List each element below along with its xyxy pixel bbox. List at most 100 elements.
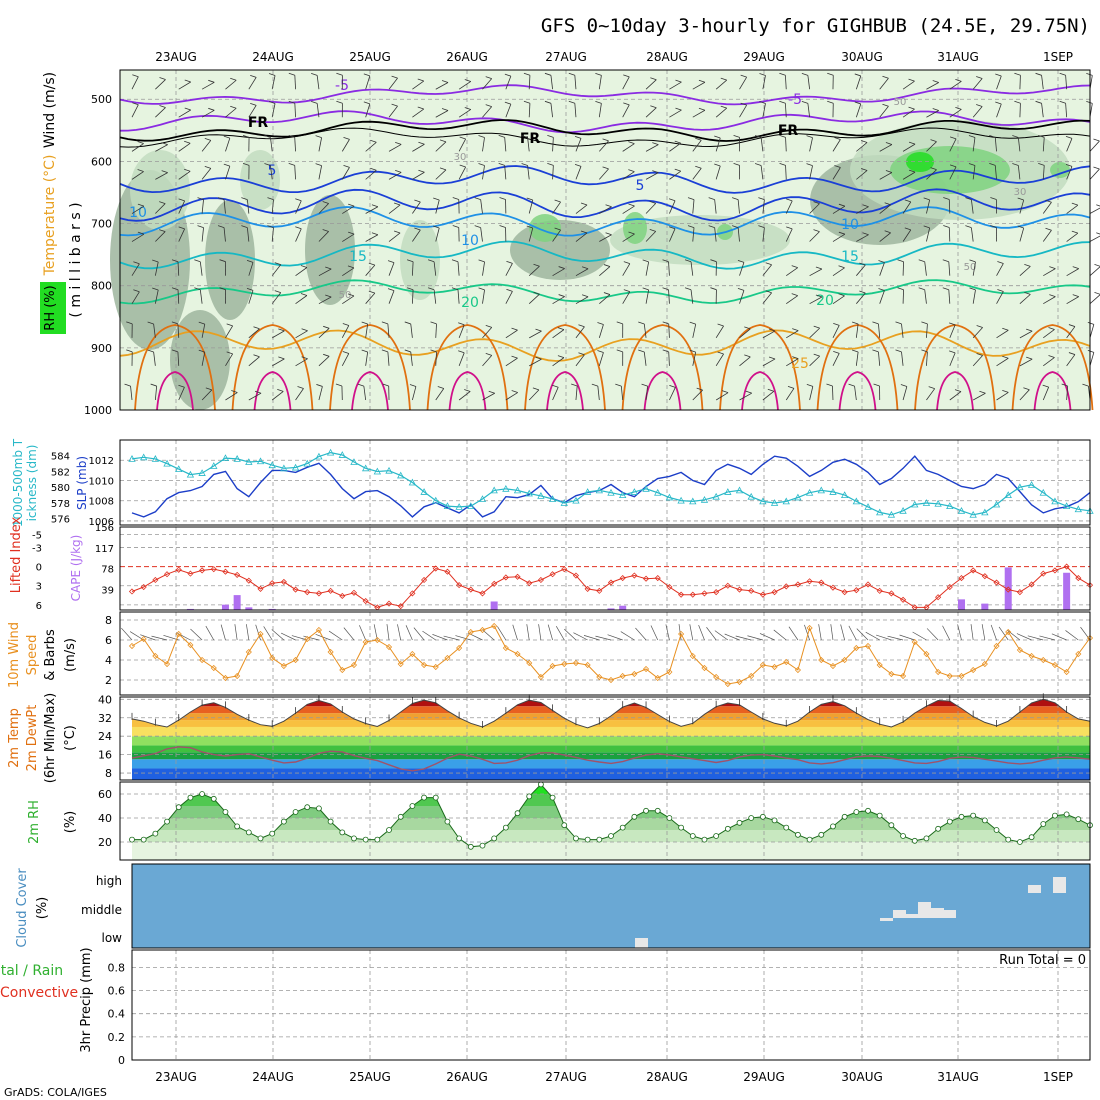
wind-barb [388,232,401,242]
wind-barb-flag [152,287,159,291]
wind-barb-flag [792,356,799,359]
wind-barb [177,323,180,338]
wind-barb-flag [1071,230,1078,234]
wind-barb-flag [1017,197,1024,201]
wind-barb-flag [343,136,350,140]
wind-barb [295,267,308,277]
wind-barb [926,628,939,641]
wind-barb [1065,630,1079,641]
wind-barb-flag [264,135,271,138]
rh-point [491,835,498,842]
thickness-point [595,486,603,494]
panel-ylabel: 10m Wind [7,622,22,688]
wind-barb-flag [838,231,846,235]
li-point [152,576,159,584]
rh-point [678,824,684,831]
wind-barb-flag [1002,390,1009,393]
wind-barb [318,386,323,401]
wind-barb [246,227,250,242]
wind-barb [526,624,530,641]
li-point [607,579,615,586]
li-point [572,572,580,579]
rh-point [701,836,708,843]
wind-barb-flag [381,349,388,353]
wind-barb-flag [602,166,609,170]
li-point [350,589,358,596]
wind-barb [131,171,144,180]
wind-barb [972,165,976,180]
wind-barb-flag [897,259,904,263]
wind-barb [650,625,659,641]
wind-barb-flag [325,266,332,270]
wind-barb-flag [786,198,793,202]
wind-barb [856,628,869,641]
thickness-point [490,486,498,494]
temperature-contour [119,110,1091,134]
wind-barb-flag [815,294,823,298]
wind-barb [482,289,485,304]
wind-barb-flag [439,167,447,171]
wind-barb-flag [557,355,565,359]
wind-barb-flag [595,100,602,104]
wind-barb-flag [547,135,554,138]
thickness-point [525,489,533,497]
contour-label: 30 [454,152,467,163]
wind-barb-flag [1048,327,1055,330]
wind-barb [1041,75,1044,90]
wind-barb [1065,103,1068,118]
wind-barb [926,141,937,152]
wind-barb-flag [208,107,215,111]
wind-barb [832,233,846,242]
wind-barb [432,634,448,641]
temperature-contour-30 [719,324,801,411]
wind-barb-flag [580,230,588,234]
wind-barb [412,386,417,401]
wind-barb [295,295,308,305]
temp-band [132,768,1090,780]
cape-bar [233,595,241,610]
wind-barb-flag [997,289,1004,292]
wind-barb [1019,330,1033,339]
rh-point [245,829,252,836]
wind-barb [154,261,159,276]
wind-barb-flag [908,169,916,173]
wind-barb-flag [765,262,772,266]
wind-barb [154,289,159,304]
panel-ylabel: ( m i l l i b a r s ) [68,202,84,317]
wind-barb-flag [133,261,140,265]
wind-barb [949,391,962,401]
wind-speed-point [245,648,252,656]
wind-barb-flag [325,294,332,298]
wind-barb-flag [638,349,645,353]
wind-barb-flag [1094,292,1100,295]
wind-barb [692,109,706,118]
wind-speed-point [280,662,287,670]
wind-speed-point [409,650,416,658]
wind-barb [295,358,308,367]
wind-barb-flag [499,197,506,200]
wind-barb-flag [878,288,885,291]
cloud-block [906,914,919,918]
wind-barb-flag [652,142,659,146]
wind-barb [1042,229,1052,242]
wind-barb-flag [1045,199,1052,203]
wind-barb [1043,268,1056,277]
wind-barb [270,165,273,180]
wind-barb [597,386,600,401]
wind-barb [949,324,956,338]
li-point [561,566,568,573]
wind-barb [692,168,702,180]
wind-barb-flag [862,204,869,208]
contour-label: 10 [841,217,859,233]
li-point [269,580,276,587]
wind-barb-flag [478,287,485,291]
wind-barb [552,296,565,305]
wind-barb [318,268,332,277]
li-point [1028,581,1035,588]
wind-barb-flag [506,288,513,292]
tick-label: 60 [98,788,112,801]
wind-barb [271,330,285,339]
wind-barb [433,261,437,276]
wind-barb [458,324,465,338]
wind-barb [512,624,518,641]
